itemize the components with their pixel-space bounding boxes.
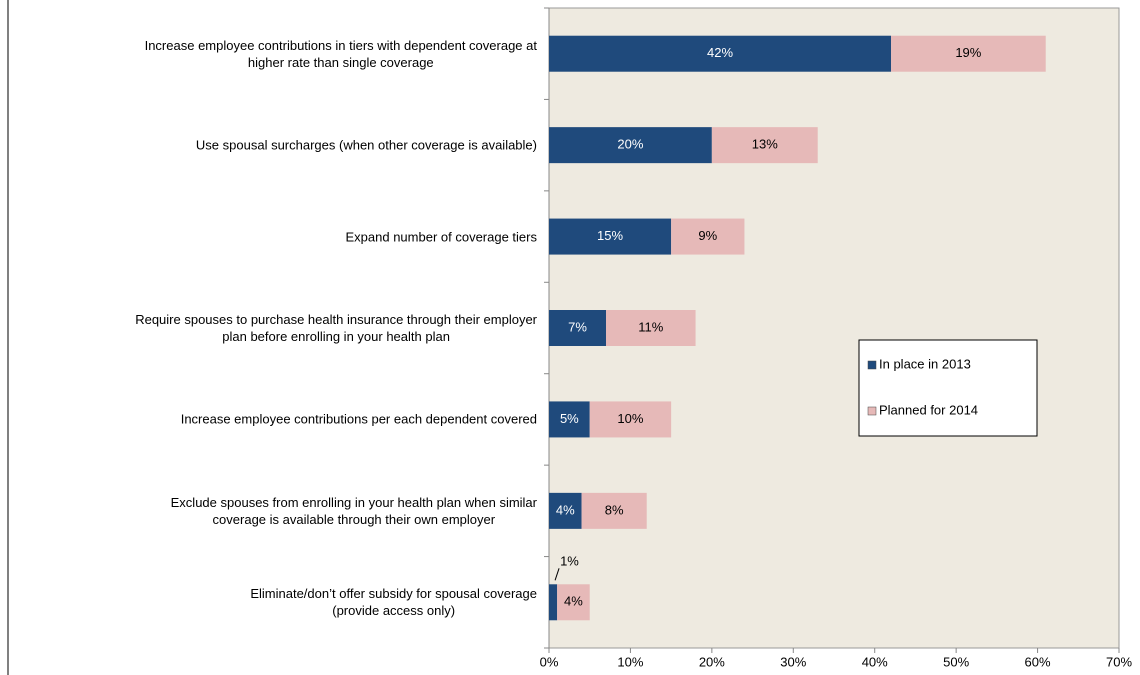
data-label: 4% — [556, 502, 575, 517]
bar-segment — [549, 218, 672, 255]
category-label: Increase employee contributions per each… — [180, 411, 537, 427]
x-tick-label: 30% — [780, 654, 806, 669]
legend-label: In place in 2013 — [879, 356, 971, 371]
bar-segment — [711, 127, 818, 164]
category-label: Require spouses to purchase health insur… — [135, 312, 537, 344]
bar-segment — [891, 35, 1046, 72]
data-label: 7% — [568, 319, 587, 334]
x-tick-label: 10% — [617, 654, 643, 669]
data-label: 19% — [955, 45, 981, 60]
category-label: Eliminate/don’t offer subsidy for spousa… — [250, 586, 537, 619]
data-label: 20% — [617, 137, 643, 152]
x-tick-label: 40% — [862, 654, 888, 669]
data-label: 42% — [707, 45, 733, 60]
data-label: 8% — [605, 502, 624, 517]
bar-segment — [671, 218, 745, 255]
data-label: 1% — [560, 554, 579, 569]
data-label: 5% — [560, 411, 579, 426]
legend-box — [858, 339, 1038, 437]
category-label: Expand number of coverage tiers — [345, 229, 538, 245]
category-label: Exclude spouses from enrolling in your h… — [170, 494, 537, 527]
bar-segment — [549, 127, 712, 164]
bar-segment — [549, 584, 558, 621]
data-label: 11% — [638, 319, 663, 334]
x-tick-label: 0% — [540, 654, 559, 669]
legend-swatch — [867, 360, 877, 370]
x-tick-label: 20% — [699, 654, 725, 669]
data-label: 15% — [597, 228, 623, 243]
data-label: 4% — [564, 594, 583, 609]
bar-segment — [549, 310, 606, 346]
data-label: 9% — [698, 228, 717, 243]
x-tick-label: 70% — [1106, 654, 1132, 669]
category-label: Use spousal surcharges (when other cover… — [195, 137, 537, 153]
data-label: 13% — [752, 137, 778, 152]
bar-segment — [549, 401, 590, 438]
bar-segment — [581, 492, 647, 529]
legend-swatch — [867, 406, 877, 416]
x-tick-label: 50% — [943, 654, 969, 669]
legend-label: Planned for 2014 — [879, 402, 978, 417]
bar-segment — [606, 310, 696, 346]
category-label: Increase employee contributions in tiers… — [144, 37, 537, 70]
bar-segment — [589, 401, 672, 438]
x-tick-label: 60% — [1025, 654, 1051, 669]
bar-segment — [557, 584, 590, 621]
leader-line — [554, 568, 560, 581]
bar-segment — [549, 35, 891, 72]
data-label: 10% — [617, 411, 643, 426]
bar-segment — [549, 492, 582, 529]
